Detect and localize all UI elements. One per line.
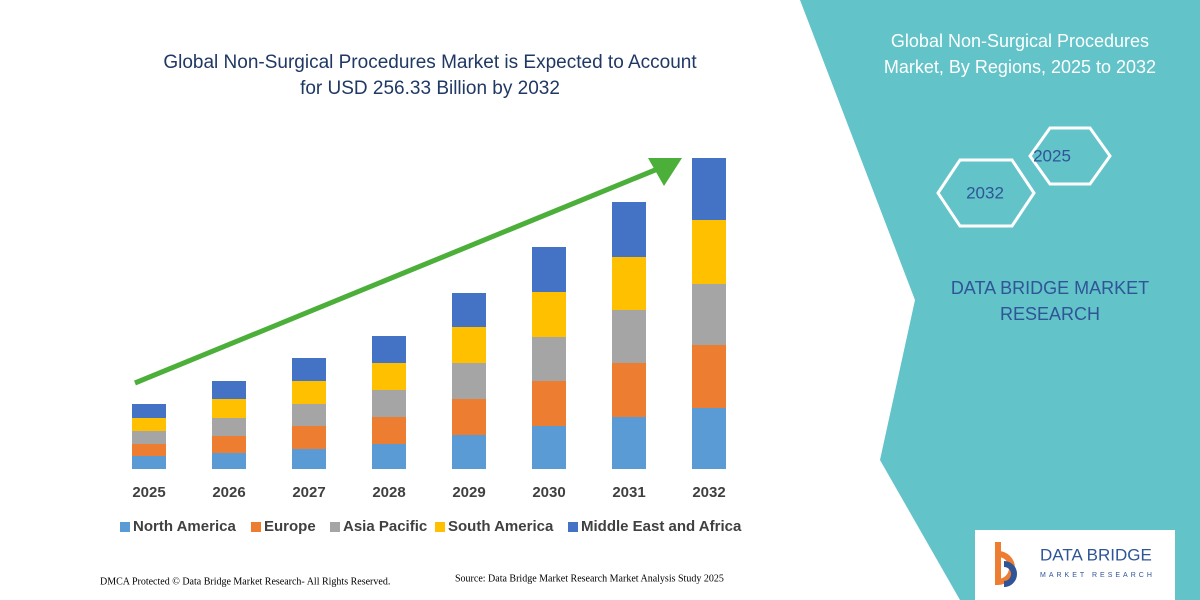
hex-label: 2032 — [966, 183, 1004, 202]
logo-mark — [1003, 561, 1017, 587]
footer-left: DMCA Protected © Data Bridge Market Rese… — [100, 576, 390, 587]
x-tick-label: 2026 — [212, 484, 245, 501]
bar-segment — [452, 399, 486, 435]
bar-segment — [212, 399, 246, 418]
bar-segment — [292, 358, 326, 381]
legend-swatch — [330, 522, 340, 532]
logo-name: DATA BRIDGE — [1040, 545, 1152, 564]
legend-swatch — [120, 522, 130, 532]
legend-label: Middle East and Africa — [581, 518, 742, 535]
bar-segment — [292, 426, 326, 449]
bar-segment — [452, 363, 486, 399]
bar-segment — [292, 449, 326, 469]
bar-segment — [452, 293, 486, 327]
x-tick-label: 2031 — [612, 484, 645, 501]
bar-segment — [612, 363, 646, 417]
panel-title: Market, By Regions, 2025 to 2032 — [884, 57, 1156, 77]
bar-segment — [132, 456, 166, 469]
bar-segment — [612, 257, 646, 310]
legend-swatch — [568, 522, 578, 532]
bar-segment — [532, 426, 566, 469]
bar-segment — [372, 417, 406, 444]
bar-segment — [692, 158, 726, 220]
logo-tagline: MARKET RESEARCH — [1040, 572, 1155, 579]
bar-segment — [372, 336, 406, 363]
bar-segment — [692, 220, 726, 284]
bar-segment — [292, 404, 326, 426]
bar-segment — [532, 292, 566, 337]
bar-segment — [212, 418, 246, 436]
bar-segment — [532, 247, 566, 292]
legend-label: North America — [133, 518, 236, 535]
bar-segment — [692, 345, 726, 408]
x-tick-label: 2032 — [692, 484, 725, 501]
bar-segment — [132, 404, 166, 418]
bar-segment — [132, 444, 166, 456]
bar-segment — [692, 284, 726, 345]
arrow-head — [648, 158, 682, 186]
side-panel — [800, 0, 1200, 600]
bar-segment — [212, 381, 246, 399]
x-tick-label: 2025 — [132, 484, 165, 501]
brand-text: RESEARCH — [1000, 304, 1100, 324]
legend-label: South America — [448, 518, 554, 535]
footer-right: Source: Data Bridge Market Research Mark… — [455, 573, 724, 584]
bar-segment — [532, 337, 566, 381]
bar-segment — [132, 431, 166, 444]
legend-label: Asia Pacific — [343, 518, 427, 535]
chart-title: for USD 256.33 Billion by 2032 — [300, 78, 560, 99]
brand-text: DATA BRIDGE MARKET — [951, 278, 1149, 298]
bar-segment — [612, 417, 646, 469]
x-tick-label: 2027 — [292, 484, 325, 501]
legend-label: Europe — [264, 518, 316, 535]
panel-title: Global Non-Surgical Procedures — [891, 31, 1149, 51]
legend-swatch — [435, 522, 445, 532]
bar-segment — [452, 435, 486, 469]
bar-segment — [692, 408, 726, 469]
bar-segment — [292, 381, 326, 404]
bar-segment — [532, 381, 566, 426]
hexagon — [936, 158, 1036, 228]
legend-swatch — [251, 522, 261, 532]
bar-segment — [452, 327, 486, 363]
bar-segment — [212, 436, 246, 453]
hexagon — [1028, 126, 1112, 186]
bar-segment — [612, 310, 646, 363]
x-tick-label: 2029 — [452, 484, 485, 501]
trend-arrow — [134, 165, 661, 386]
bar-segment — [212, 453, 246, 469]
bar-segment — [132, 418, 166, 431]
bar-segment — [372, 444, 406, 469]
x-tick-label: 2028 — [372, 484, 405, 501]
x-tick-label: 2030 — [532, 484, 565, 501]
hex-label: 2025 — [1033, 146, 1071, 165]
plot: 2025 2026 2027 2028 2029 2030 2031 2032 North Am… — [120, 158, 742, 535]
chart-title: Global Non-Surgical Procedures Market is… — [163, 52, 697, 73]
bar-segment — [372, 363, 406, 390]
bar-segment — [612, 202, 646, 257]
bar-segment — [372, 390, 406, 417]
